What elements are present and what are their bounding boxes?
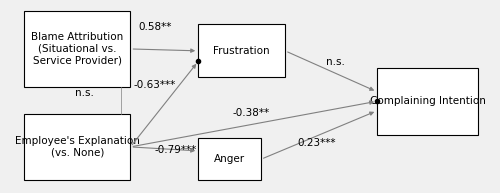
Text: -0.38**: -0.38**: [232, 108, 270, 118]
Text: Employee's Explanation
(vs. None): Employee's Explanation (vs. None): [15, 136, 140, 158]
Text: n.s.: n.s.: [75, 88, 94, 98]
Text: Complaining Intention: Complaining Intention: [370, 96, 486, 106]
Text: n.s.: n.s.: [326, 57, 345, 67]
Text: Blame Attribution
(Situational vs.
Service Provider): Blame Attribution (Situational vs. Servi…: [31, 32, 124, 66]
Text: 0.23***: 0.23***: [298, 138, 336, 148]
FancyBboxPatch shape: [198, 24, 285, 77]
FancyBboxPatch shape: [377, 68, 478, 135]
Text: -0.79***: -0.79***: [154, 145, 197, 155]
Text: 0.58**: 0.58**: [138, 22, 172, 32]
FancyBboxPatch shape: [24, 114, 130, 180]
Text: Frustration: Frustration: [214, 46, 270, 56]
FancyBboxPatch shape: [198, 138, 261, 180]
Text: Anger: Anger: [214, 154, 245, 164]
FancyBboxPatch shape: [24, 11, 130, 87]
Text: -0.63***: -0.63***: [134, 80, 175, 90]
